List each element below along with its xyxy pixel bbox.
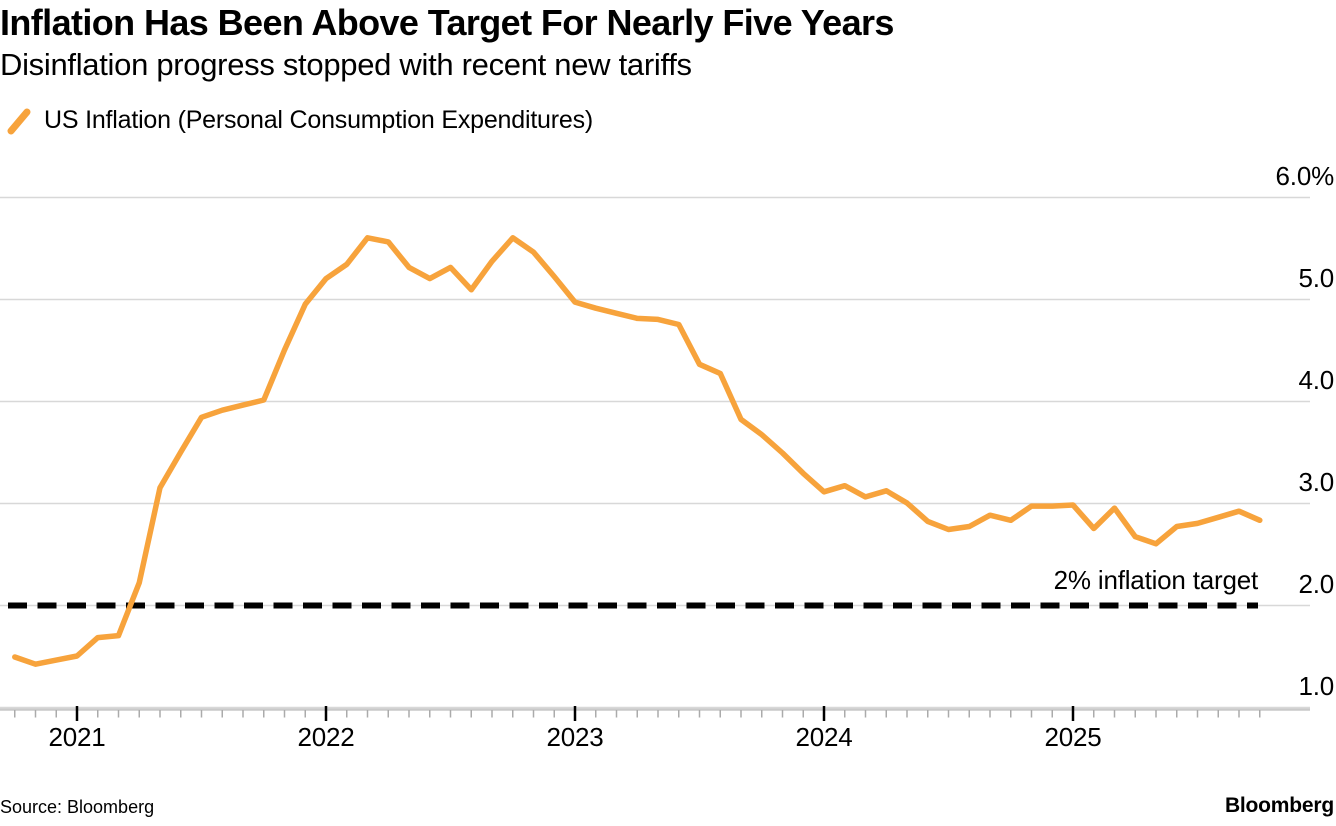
y-axis-label: 3.0 <box>1298 467 1334 497</box>
y-axis-label: 5.0 <box>1298 263 1334 293</box>
legend-label: US Inflation (Personal Consumption Expen… <box>44 106 594 134</box>
x-axis-label: 2022 <box>297 722 355 752</box>
target-annotation: 2% inflation target <box>1053 565 1259 595</box>
page-subtitle: Disinflation progress stopped with recen… <box>0 47 692 82</box>
x-axis-label: 2021 <box>48 722 106 752</box>
y-axis-label: 6.0% <box>1275 161 1335 191</box>
legend: US Inflation (Personal Consumption Expen… <box>7 106 593 135</box>
bloomberg-logo: Bloomberg <box>1224 794 1334 817</box>
x-axis-label: 2024 <box>795 722 853 752</box>
y-axis-label: 2.0 <box>1298 569 1334 599</box>
legend-marker-line <box>7 108 31 134</box>
slash-icon <box>7 108 31 134</box>
x-axis-label: 2025 <box>1044 722 1102 752</box>
page-title: Inflation Has Been Above Target For Near… <box>0 2 894 43</box>
x-axis-label: 2023 <box>546 722 604 752</box>
y-axis-label: 4.0 <box>1298 365 1334 395</box>
y-axis-label: 1.0 <box>1298 671 1334 701</box>
source-note: Source: Bloomberg <box>0 797 155 817</box>
inflation-line <box>12 235 1263 667</box>
